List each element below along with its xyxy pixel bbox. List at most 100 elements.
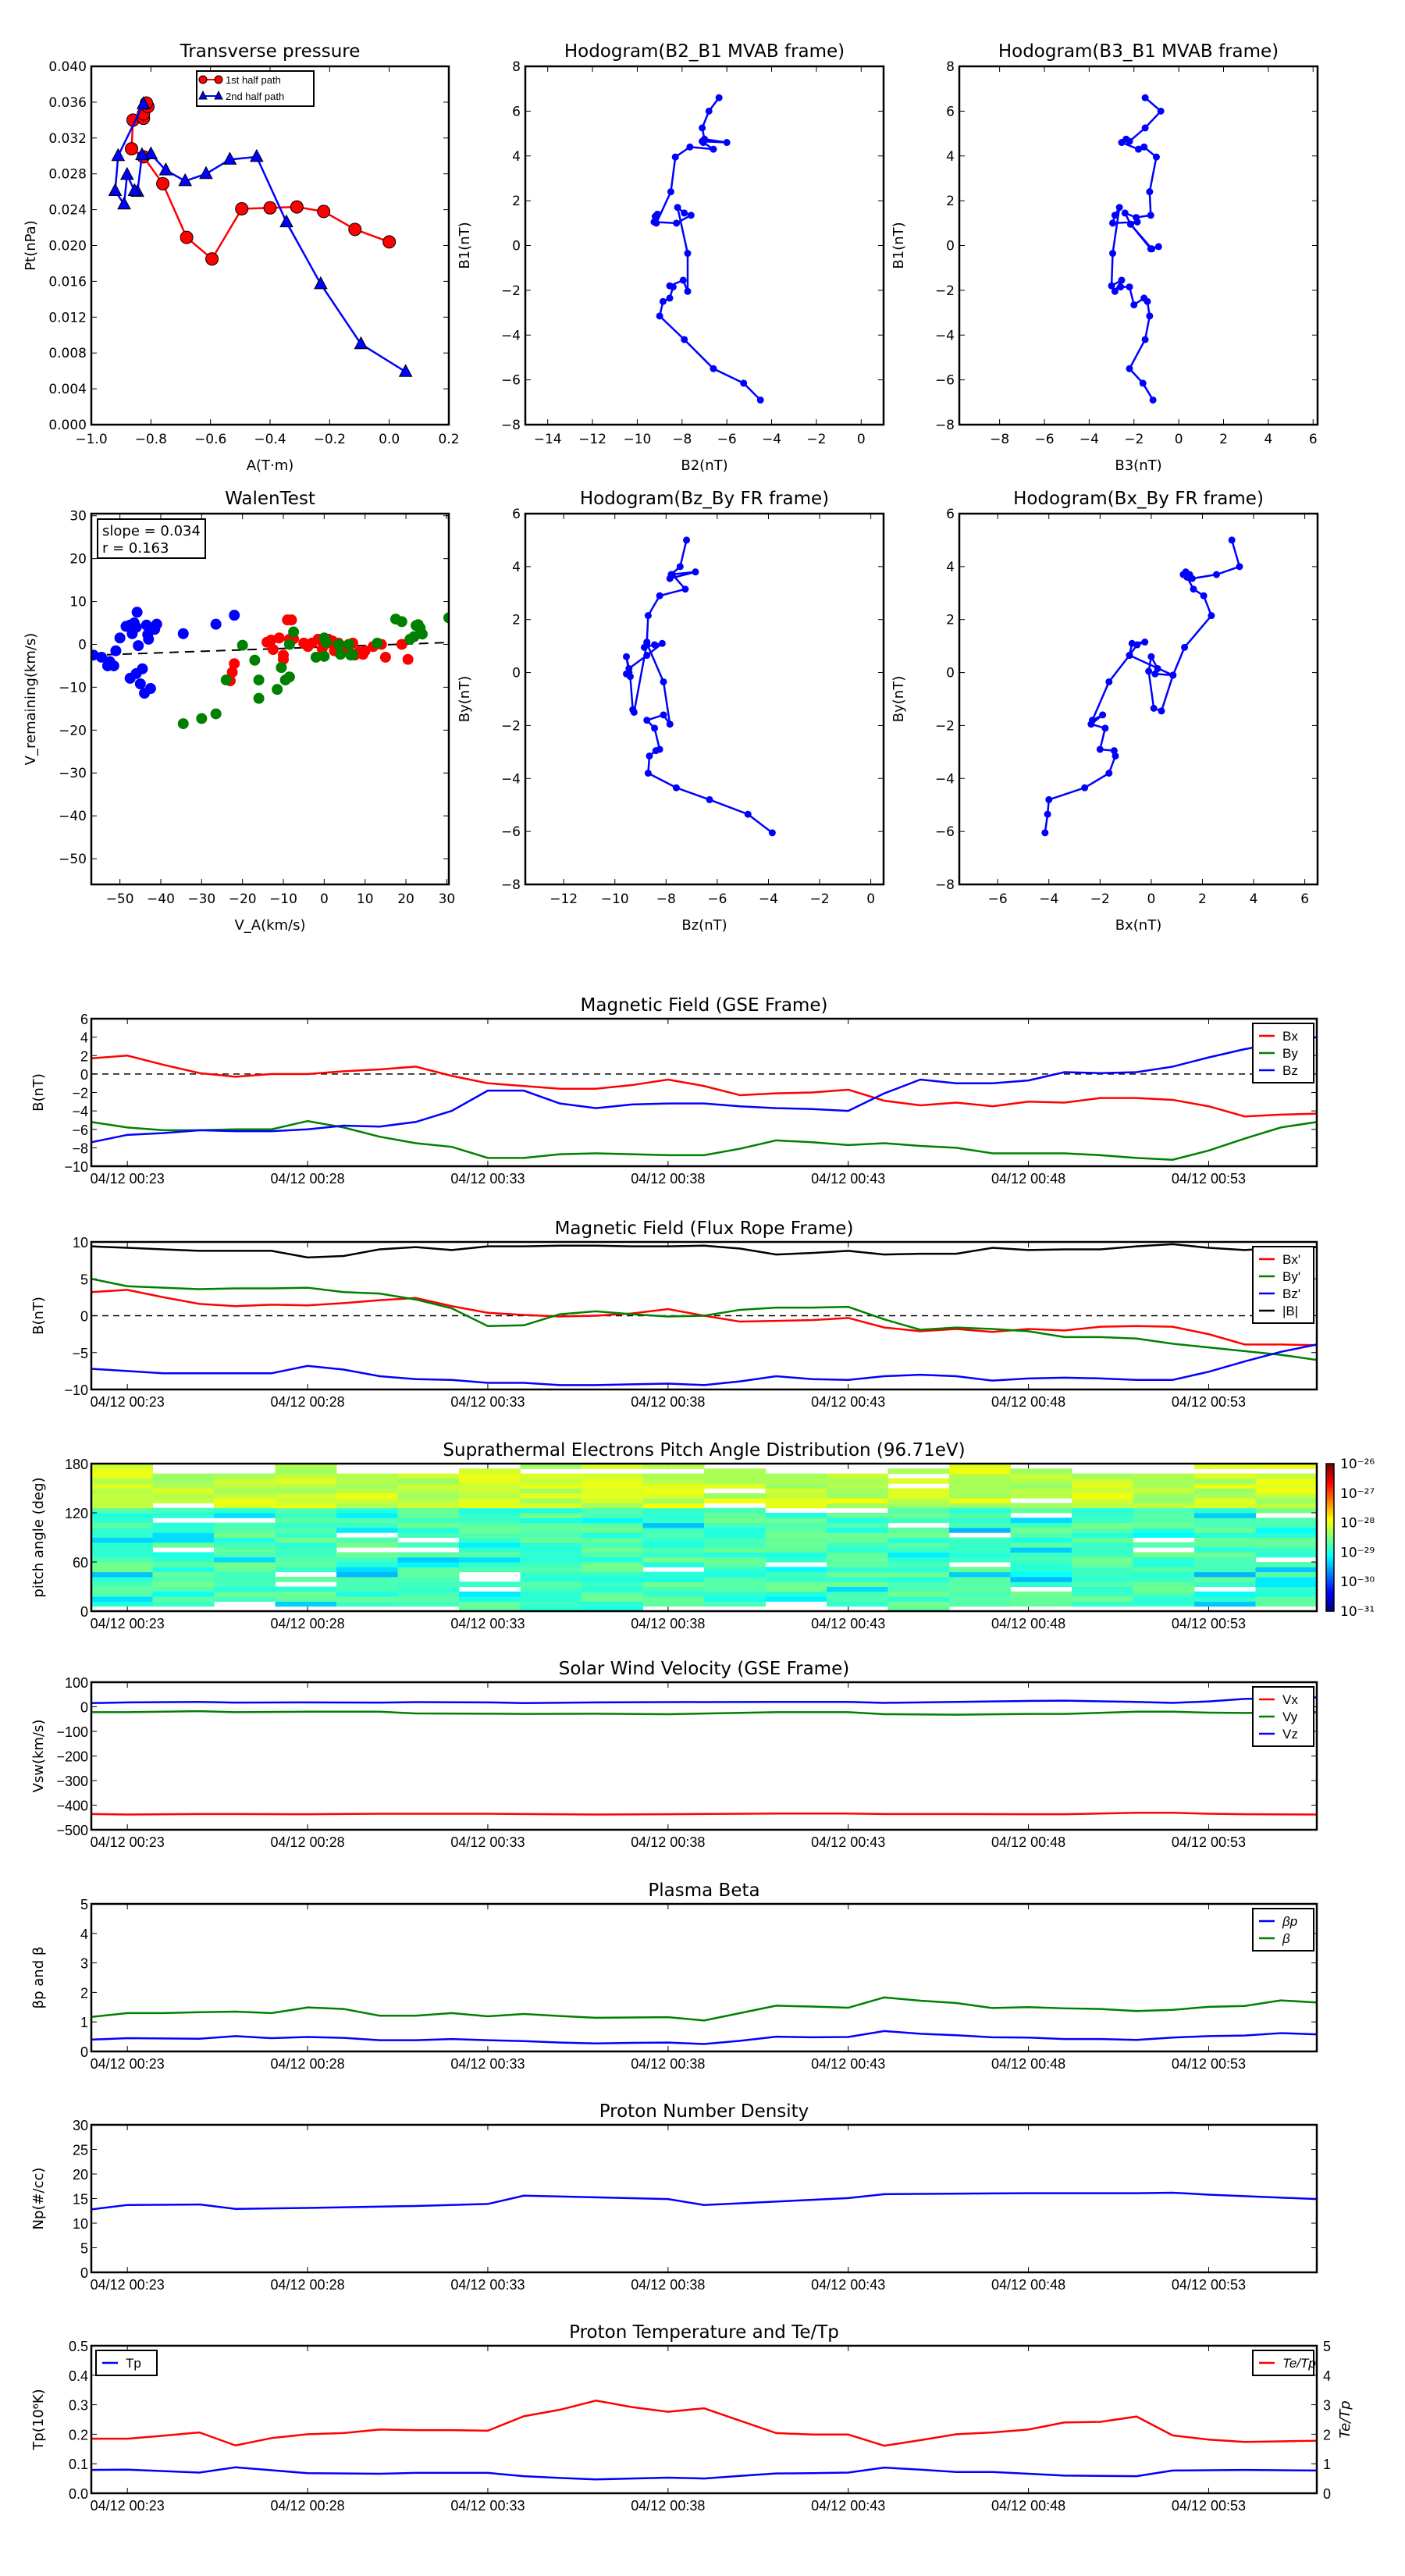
data-point	[630, 708, 638, 716]
heatmap-cell	[214, 1586, 276, 1592]
heatmap-cell	[1255, 1552, 1318, 1558]
legend-label: βp	[1282, 1914, 1297, 1929]
y-tick-label: 4	[946, 149, 955, 165]
y-tick-label: 2	[80, 1048, 88, 1064]
heatmap-cell	[336, 1478, 398, 1484]
colorbar-segment	[1326, 1532, 1334, 1535]
heatmap-cell	[152, 1582, 215, 1587]
heatmap-cell	[765, 1586, 827, 1592]
heatmap-cell	[152, 1542, 215, 1548]
heatmap-cell	[520, 1571, 582, 1578]
y-tick-label: −200	[56, 1749, 88, 1765]
heatmap-cell	[336, 1567, 398, 1573]
heatmap-cell	[827, 1503, 888, 1509]
heatmap-cell	[336, 1488, 398, 1494]
series-line-0	[91, 2466, 1317, 2481]
heatmap-cell	[887, 1596, 950, 1602]
heatmap-cell	[1072, 1596, 1133, 1602]
x-tick-label: 04/12 00:23	[91, 2056, 165, 2072]
x-tick-label: 0	[857, 432, 866, 447]
heatmap-cell	[152, 1596, 215, 1602]
data-point	[1147, 245, 1154, 253]
heatmap-cell	[949, 1586, 1011, 1592]
y-tick-label: −4	[935, 771, 955, 787]
data-point	[652, 747, 660, 755]
heatmap-cell	[520, 1552, 582, 1558]
y-tick-label: 2	[512, 194, 521, 209]
heatmap-cell	[1255, 1567, 1318, 1573]
heatmap-cell	[1133, 1507, 1195, 1514]
heatmap-cell	[1010, 1478, 1072, 1484]
heatmap-cell	[1194, 1591, 1256, 1597]
data-point	[226, 667, 238, 678]
colorbar-segment	[1326, 1478, 1334, 1481]
heatmap-cell	[887, 1547, 950, 1553]
data-point	[710, 145, 717, 153]
x-tick-label: −2	[1124, 432, 1144, 447]
heatmap-cell	[1072, 1537, 1133, 1543]
data-point	[267, 644, 279, 656]
heatmap-cell	[1194, 1601, 1256, 1607]
heatmap-cell	[1255, 1542, 1318, 1548]
heatmap-cell	[1255, 1503, 1318, 1509]
heatmap-cell	[765, 1527, 827, 1533]
chart-title: Plasma Beta	[648, 1880, 759, 1901]
data-point	[283, 671, 295, 683]
data-point	[681, 585, 689, 593]
heatmap-cell	[459, 1478, 521, 1484]
heatmap-cell	[949, 1542, 1011, 1548]
x-axis-label: B3(nT)	[1115, 457, 1161, 474]
heatmap-cell	[397, 1591, 460, 1597]
heatmap-cell	[275, 1552, 337, 1558]
x-tick-label: 04/12 00:33	[450, 1394, 525, 1410]
x-tick-label: −6	[988, 891, 1008, 907]
data-point	[125, 142, 139, 156]
data-point	[372, 637, 383, 649]
heatmap-cell	[520, 1532, 582, 1538]
x-tick-label: −4	[1080, 432, 1099, 447]
heatmap-cell	[397, 1557, 460, 1563]
y-tick-label: 25	[73, 2143, 88, 2158]
x-tick-label: 0	[866, 891, 875, 907]
y-tick-label: 1	[80, 2015, 88, 2030]
data-point	[290, 200, 304, 214]
data-point	[196, 713, 208, 724]
chart-title: WalenTest	[225, 489, 315, 509]
y-axis-label: Tp(10⁶K)	[30, 2389, 47, 2450]
heatmap-cell	[1194, 1532, 1256, 1538]
colorbar-segment	[1326, 1577, 1334, 1580]
data-point	[692, 568, 699, 576]
heatmap-cell	[949, 1468, 1011, 1475]
heatmap-cell	[582, 1493, 643, 1499]
heatmap-cell	[520, 1596, 582, 1602]
data-point	[1140, 143, 1148, 151]
data-point	[229, 610, 240, 621]
x-tick-label: 10	[357, 891, 374, 907]
heatmap-cell	[887, 1468, 950, 1475]
x-tick-label: 04/12 00:38	[631, 1394, 705, 1410]
y-tick-label: 3	[80, 1956, 88, 1972]
colorbar-segment	[1326, 1597, 1334, 1600]
heatmap-cell	[642, 1507, 705, 1514]
colorbar-segment	[1326, 1546, 1334, 1549]
heatmap-cell	[152, 1567, 215, 1573]
heatmap-cell	[1133, 1582, 1195, 1587]
data-point	[265, 634, 277, 646]
heatmap-cell	[520, 1562, 582, 1567]
y-axis-label: B(nT)	[30, 1073, 47, 1112]
heatmap-cell	[949, 1552, 1011, 1558]
colorbar-segment	[1326, 1590, 1334, 1593]
y-tick-label: −5	[72, 1346, 88, 1361]
legend-label: Bx'	[1282, 1252, 1300, 1267]
heatmap-cell	[214, 1493, 276, 1499]
heatmap-cell	[582, 1547, 643, 1553]
heatmap-cell	[275, 1596, 337, 1602]
heatmap-cell	[1010, 1483, 1072, 1489]
colorbar-segment	[1326, 1472, 1334, 1475]
heatmap-cell	[1133, 1586, 1195, 1592]
heatmap-cell	[642, 1498, 705, 1503]
heatmap-cell	[827, 1498, 888, 1503]
heatmap-cell	[1010, 1576, 1072, 1582]
x-axis-label: A(T·m)	[247, 457, 294, 474]
pad-chart: Suprathermal Electrons Pitch Angle Distr…	[30, 1440, 1375, 1631]
